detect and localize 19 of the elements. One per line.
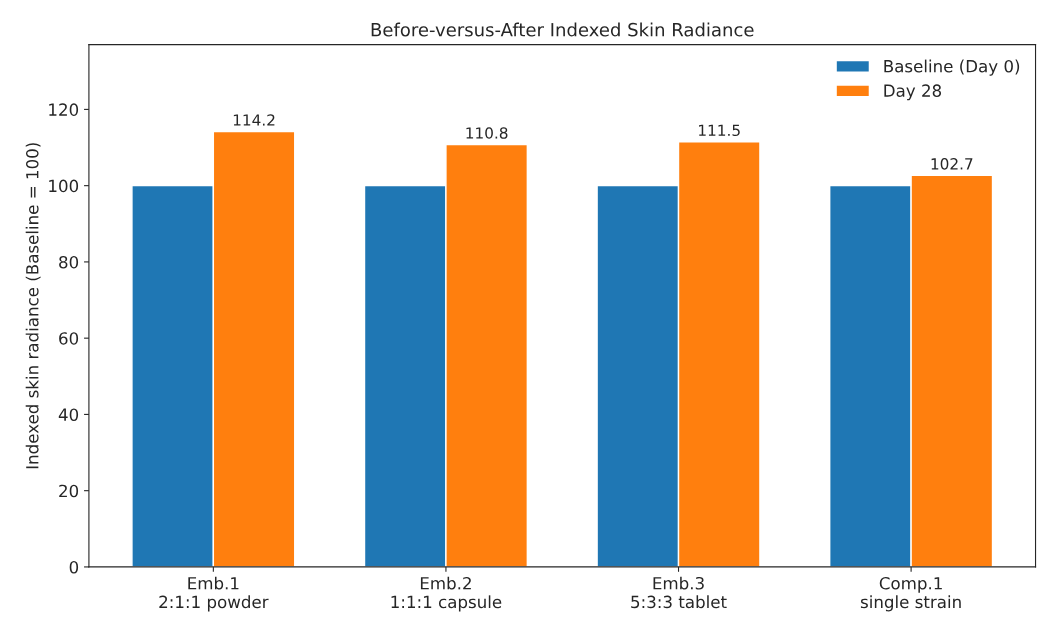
y-tick-label: 20 [59, 484, 79, 498]
data-label: 102.7 [931, 158, 973, 170]
legend-label: Day 28 [884, 84, 942, 101]
y-tick-label: 120 [49, 103, 79, 116]
y-axis-title: Indexed skin radiance (Baseline = 100) [25, 143, 41, 469]
x-tick-label: Emb.2 1:1:1 capsule [391, 576, 502, 612]
y-tick-label: 80 [59, 255, 79, 269]
y-tick-label: 60 [59, 332, 79, 345]
x-tick-label: Comp.1 single strain [860, 576, 961, 612]
data-label: 110.8 [466, 127, 508, 139]
x-tick-label: Emb.1 2:1:1 powder [159, 576, 269, 612]
y-tick-label: 100 [49, 179, 79, 193]
legend-label: Baseline (Day 0) [884, 59, 1020, 76]
data-label: 114.2 [233, 114, 275, 126]
chart-title: Before-versus-After Indexed Skin Radiance [371, 22, 754, 37]
data-label: 111.5 [699, 124, 740, 137]
y-tick-label: 40 [58, 408, 79, 421]
x-tick-label: Emb.3 5:3:3 tablet [631, 576, 727, 609]
y-tick-label: 0 [69, 560, 79, 574]
